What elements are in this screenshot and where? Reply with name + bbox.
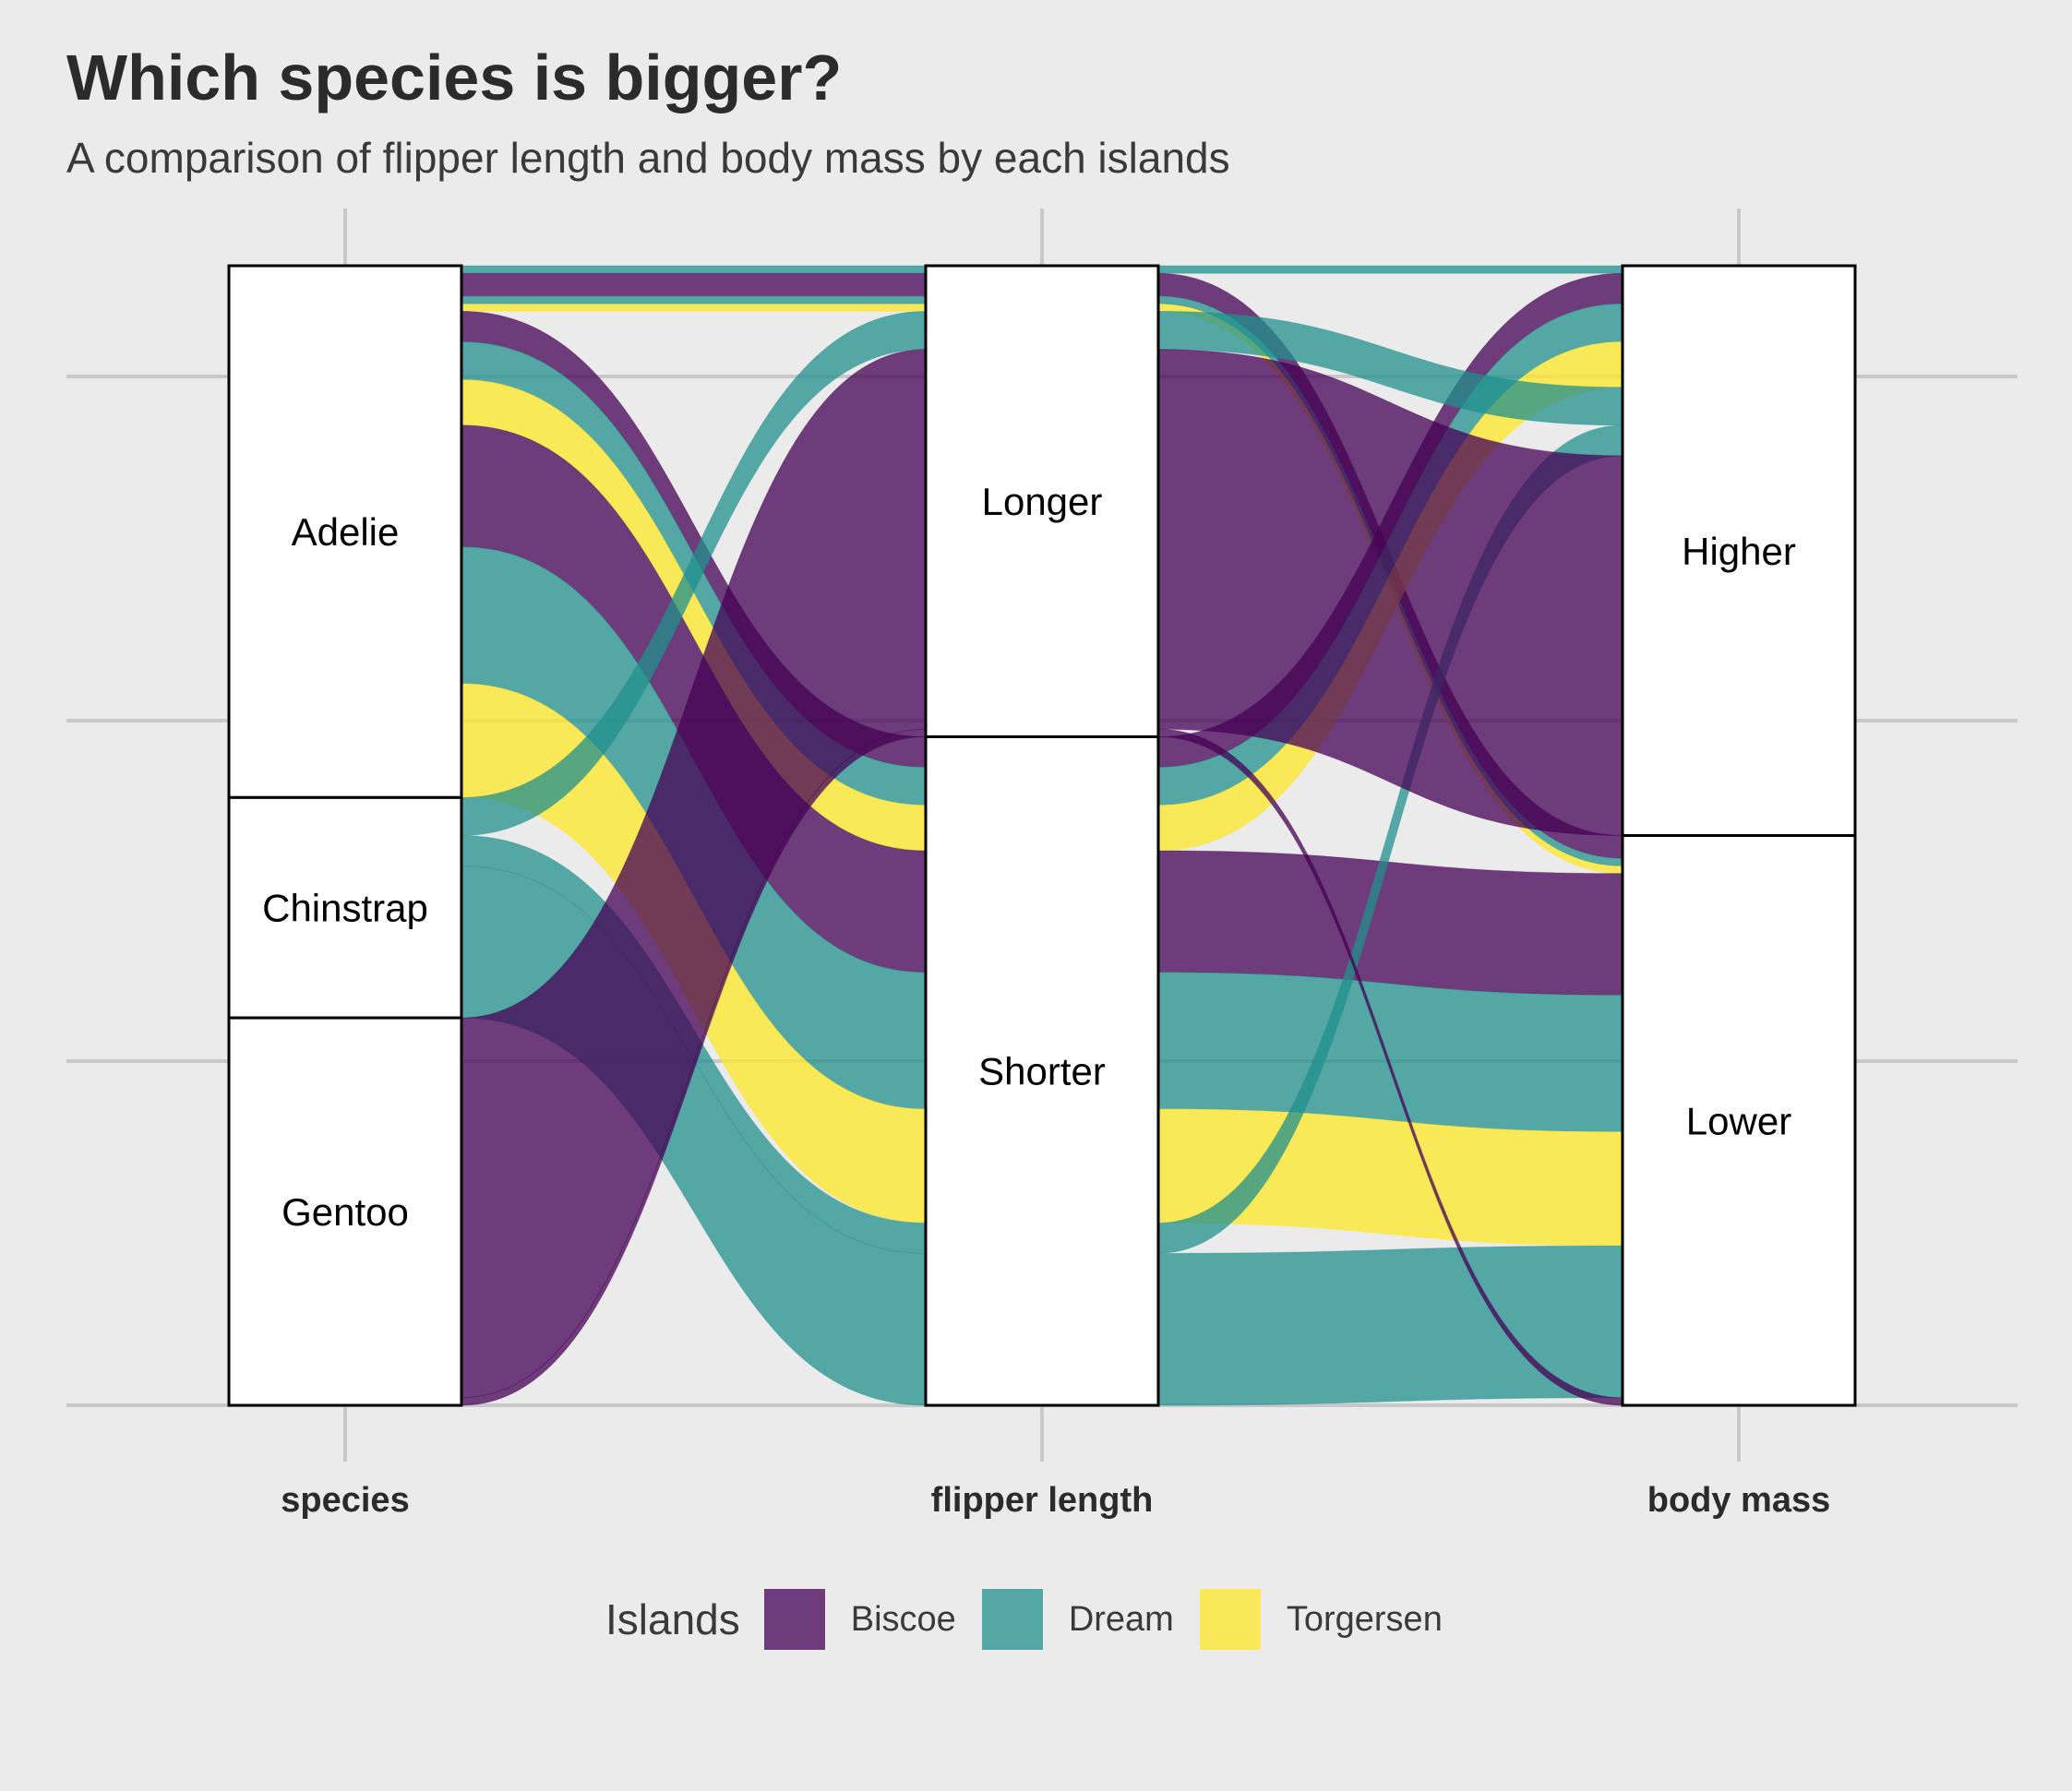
flow-dream [461, 265, 927, 274]
stratum-label-longer: Longer [982, 480, 1103, 523]
legend-key-torgersen [1199, 1589, 1261, 1650]
legend-title: Islands [605, 1595, 740, 1643]
stratum-label-shorter: Shorter [978, 1050, 1106, 1093]
chart-subtitle: A comparison of flipper length and body … [66, 134, 1230, 182]
legend: Islands Biscoe Dream Torgersen [605, 1589, 1468, 1650]
stratum-label-lower: Lower [1686, 1099, 1791, 1142]
stratum-chinstrap [227, 795, 463, 1020]
axis-label-1: flipper length [931, 1481, 1154, 1520]
stratum-label-gentoo: Gentoo [281, 1190, 409, 1234]
stratum-gentoo [227, 1016, 463, 1407]
stratum-lower [1621, 834, 1857, 1407]
flow-torgersen [461, 303, 927, 312]
flow-layer [461, 265, 1623, 1406]
legend-key-biscoe [763, 1589, 825, 1650]
stratum-shorter [924, 734, 1160, 1407]
stratum-label-adelie: Adelie [292, 510, 400, 554]
stratum-longer [924, 264, 1160, 738]
legend-label-torgersen: Torgersen [1286, 1599, 1443, 1639]
flow-dream [1157, 265, 1623, 274]
strata-layer: Adelie Chinstrap Gentoo Longer Shorter Higher… [227, 264, 1857, 1407]
legend-key-dream [981, 1589, 1043, 1650]
axis-labels: species flipper length body mass [281, 1481, 1830, 1520]
legend-label-biscoe: Biscoe [850, 1599, 956, 1639]
flow-dream [461, 295, 927, 304]
stratum-label-higher: Higher [1682, 530, 1796, 573]
chart-title: Which species is bigger? [66, 42, 843, 113]
stratum-label-chinstrap: Chinstrap [262, 887, 428, 930]
axis-label-0: species [281, 1481, 409, 1520]
axis-label-2: body mass [1647, 1481, 1831, 1520]
flow-dream [1157, 972, 1623, 1133]
legend-label-dream: Dream [1068, 1599, 1174, 1639]
stratum-higher [1621, 264, 1857, 837]
flow-biscoe [461, 272, 927, 297]
